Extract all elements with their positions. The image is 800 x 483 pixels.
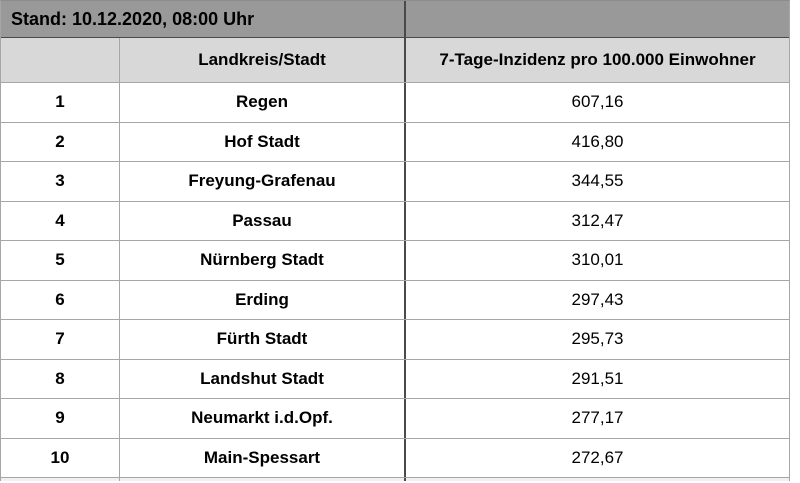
column-header-row: Landkreis/Stadt 7-Tage-Inzidenz pro 100.… [1, 38, 789, 83]
table-row: 9 Neumarkt i.d.Opf. 277,17 [1, 399, 789, 439]
table-row: 10 Main-Spessart 272,67 [1, 438, 789, 478]
table-row: 8 Landshut Stadt 291,51 [1, 359, 789, 399]
incidence-cell: 607,16 [571, 92, 624, 112]
rank-cell: 2 [1, 122, 120, 161]
district-cell: Hof Stadt [120, 122, 406, 161]
rank-cell: 3 [1, 162, 120, 201]
rank-cell: 10 [1, 438, 120, 477]
sliver-district-cell [120, 478, 406, 481]
col-header-rank [1, 38, 120, 82]
title-bar-spacer-cell [406, 1, 789, 37]
incidence-cell: 312,47 [571, 210, 624, 230]
rank-cell: 6 [1, 280, 120, 319]
district-cell: Freyung-Grafenau [120, 162, 406, 201]
rank-cell: 1 [1, 83, 120, 122]
table-row: 4 Passau 312,47 [1, 201, 789, 241]
incidence-cell: 416,80 [571, 131, 624, 151]
stand-timestamp-label: Stand: 10.12.2020, 08:00 Uhr [1, 1, 406, 37]
table-row: 3 Freyung-Grafenau 344,55 [1, 162, 789, 202]
col-header-district: Landkreis/Stadt [120, 38, 406, 82]
district-cell: Fürth Stadt [120, 320, 406, 359]
sliver-rank-cell [1, 478, 120, 481]
rank-cell: 8 [1, 359, 120, 398]
district-cell: Main-Spessart [120, 438, 406, 477]
incidence-cell: 297,43 [571, 289, 624, 309]
district-cell: Regen [120, 83, 406, 122]
title-bar: Stand: 10.12.2020, 08:00 Uhr [1, 1, 789, 38]
incidence-cell: 344,55 [571, 171, 624, 191]
rank-cell: 9 [1, 399, 120, 438]
rank-cell: 5 [1, 241, 120, 280]
table-row: 6 Erding 297,43 [1, 280, 789, 320]
table-row: 5 Nürnberg Stadt 310,01 [1, 241, 789, 281]
district-cell: Erding [120, 280, 406, 319]
sliver-incidence-cell [406, 478, 789, 481]
district-cell: Nürnberg Stadt [120, 241, 406, 280]
incidence-cell: 291,51 [571, 368, 624, 388]
district-cell: Neumarkt i.d.Opf. [120, 399, 406, 438]
table-bottom-sliver [1, 478, 789, 481]
table-row: 7 Fürth Stadt 295,73 [1, 320, 789, 360]
rank-cell: 7 [1, 320, 120, 359]
table-row: 1 Regen 607,16 [1, 83, 789, 123]
district-cell: Landshut Stadt [120, 359, 406, 398]
incidence-cell: 310,01 [571, 250, 624, 270]
incidence-cell: 272,67 [571, 447, 624, 467]
incidence-cell: 295,73 [571, 329, 624, 349]
district-cell: Passau [120, 201, 406, 240]
col-header-incidence: 7-Tage-Inzidenz pro 100.000 Einwohner [439, 50, 756, 69]
rank-cell: 4 [1, 201, 120, 240]
incidence-cell: 277,17 [571, 408, 624, 428]
table-row: 2 Hof Stadt 416,80 [1, 122, 789, 162]
